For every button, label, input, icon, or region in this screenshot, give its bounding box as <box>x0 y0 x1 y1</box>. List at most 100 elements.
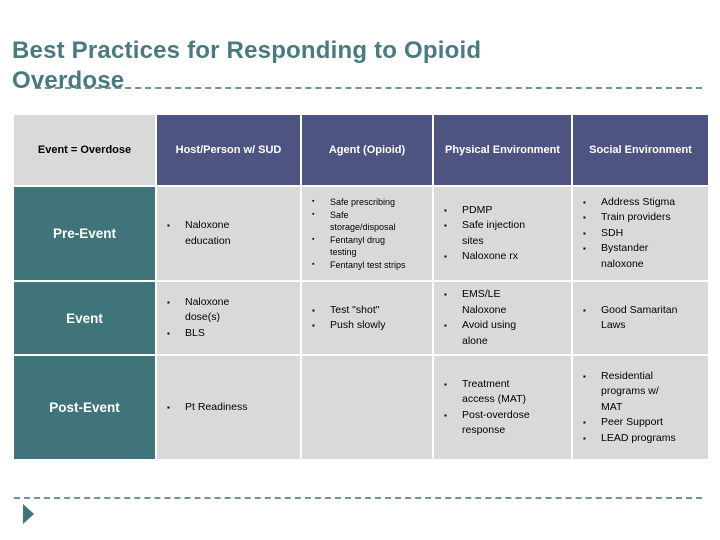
bullet-item: ▪ EMS/LE Naloxone <box>442 287 569 318</box>
square-bullet-icon: ▪ <box>312 305 315 315</box>
bullet-text: Naloxone education <box>185 219 231 247</box>
bullet-text: Treatment access (MAT) <box>462 377 526 406</box>
row-header-event: Event <box>14 282 155 354</box>
bullet-item: ▪ Push slowly <box>310 318 430 334</box>
cell-post-event-social: ▪ Residential programs w/ MAT ▪ Peer Suppor… <box>573 356 708 459</box>
cell-event-host: ▪ Naloxone dose(s) ▪ BLS <box>157 282 300 354</box>
square-bullet-icon: ▪ <box>167 221 170 230</box>
slide-title: Best Practices for Responding to Opioid … <box>12 37 482 94</box>
bullet-item: ▪ SDH <box>581 226 706 242</box>
bullet-text: Safe injection sites <box>462 219 526 247</box>
bullet-text: Fentanyl drug testing <box>330 234 386 258</box>
cell-pre-event-physical: ▪ PDMP ▪ Safe injection sites ▪ Naloxone rx <box>434 187 571 280</box>
bullet-item: ▪ Avoid using alone <box>442 318 569 349</box>
bullet-text: Good Samaritan Laws <box>601 303 678 332</box>
bullet-text: Peer Support <box>601 416 663 429</box>
square-bullet-icon: ▪ <box>444 379 447 389</box>
square-bullet-icon: ▪ <box>167 402 170 412</box>
header-cell-physical-environment: Physical Environment <box>434 115 571 185</box>
row-header-pre-event: Pre-Event <box>14 187 155 280</box>
bullet-text: EMS/LE Naloxone <box>462 288 507 316</box>
bullet-item: ▪ Safe storage/disposal <box>310 209 430 234</box>
bullet-text: Post-overdose response <box>462 408 530 437</box>
square-bullet-icon: ▪ <box>444 205 447 215</box>
square-bullet-icon: ▪ <box>444 410 447 420</box>
square-bullet-icon: ▪ <box>583 213 586 223</box>
cell-post-event-physical: ▪ Treatment access (MAT) ▪ Post-overdose re… <box>434 356 571 459</box>
cell-post-event-agent <box>302 356 432 459</box>
bullet-text: PDMP <box>462 203 493 216</box>
square-bullet-icon: ▪ <box>583 418 586 428</box>
bullet-item: ▪ Naloxone rx <box>442 249 569 265</box>
square-bullet-icon: ▪ <box>583 433 586 443</box>
bullet-text: BLS <box>185 326 205 339</box>
square-bullet-icon: ▪ <box>167 297 170 307</box>
square-bullet-icon: ▪ <box>312 260 315 268</box>
bullet-item: ▪ Safe injection sites <box>442 218 569 249</box>
header-cell-host: Host/Person w/ SUD <box>157 115 300 185</box>
bullet-item: ▪ LEAD programs <box>581 431 706 447</box>
cell-event-physical: ▪ EMS/LE Naloxone ▪ Avoid using alone <box>434 282 571 354</box>
bullet-text: Safe prescribing <box>330 197 396 207</box>
cell-event-social: ▪ Good Samaritan Laws <box>573 282 708 354</box>
bullet-item: ▪ Naloxone dose(s) <box>165 295 298 326</box>
bullet-item: ▪ Peer Support <box>581 415 706 431</box>
header-cell-social-environment: Social Environment <box>573 115 708 185</box>
bullet-text: Train providers <box>601 211 671 224</box>
cell-pre-event-social: ▪ Address Stigma ▪ Train providers ▪ SDH ▪ Byst… <box>573 187 708 280</box>
square-bullet-icon: ▪ <box>583 197 586 207</box>
bullet-text: Bystander naloxone <box>601 242 649 270</box>
bullet-text: Fentanyl test strips <box>330 259 406 270</box>
square-bullet-icon: ▪ <box>583 244 586 254</box>
bullet-text: Test "shot" <box>330 303 380 316</box>
cell-event-agent: ▪ Test "shot" ▪ Push slowly <box>302 282 432 354</box>
row-header-post-event: Post-Event <box>14 356 155 459</box>
title-divider-dashed-line <box>35 87 702 89</box>
square-bullet-icon: ▪ <box>312 198 315 205</box>
bullet-item: ▪ Fentanyl test strips <box>310 259 430 272</box>
bullet-item: ▪ Test "shot" <box>310 303 430 319</box>
arrow-icon <box>23 504 34 524</box>
bullet-item: ▪ Address Stigma <box>581 195 706 211</box>
square-bullet-icon: ▪ <box>444 221 447 230</box>
bullet-text: Safe storage/disposal <box>330 209 396 233</box>
bullet-text: Address Stigma <box>601 195 676 208</box>
bullet-item: ▪ Pt Readiness <box>165 400 298 416</box>
square-bullet-icon: ▪ <box>583 371 586 381</box>
square-bullet-icon: ▪ <box>167 328 170 338</box>
cell-pre-event-agent: ▪ Safe prescribing ▪ Safe storage/disposal ▪… <box>302 187 432 280</box>
square-bullet-icon: ▪ <box>444 252 447 261</box>
cell-post-event-host: ▪ Pt Readiness <box>157 356 300 459</box>
bullet-text: SDH <box>601 226 624 239</box>
bullet-text: Avoid using alone <box>462 319 517 347</box>
bullet-text: Naloxone rx <box>462 250 519 262</box>
bullet-text: Pt Readiness <box>185 400 248 413</box>
bullet-text: LEAD programs <box>601 431 676 444</box>
bullet-item: ▪ PDMP <box>442 203 569 219</box>
bullet-text: Residential programs w/ MAT <box>601 369 659 413</box>
bullet-item: ▪ Fentanyl drug testing <box>310 234 430 259</box>
bullet-item: ▪ Train providers <box>581 210 706 226</box>
bullet-text: Naloxone dose(s) <box>185 295 230 324</box>
phase-table: Event = Overdose Host/Person w/ SUD Agen… <box>14 115 708 459</box>
header-cell-agent: Agent (Opioid) <box>302 115 432 185</box>
cell-pre-event-host: ▪ Naloxone education <box>157 187 300 280</box>
bullet-item: ▪ Treatment access (MAT) <box>442 377 569 408</box>
square-bullet-icon: ▪ <box>444 321 447 330</box>
bullet-item: ▪ Residential programs w/ MAT <box>581 369 706 416</box>
bullet-item: ▪ Good Samaritan Laws <box>581 303 706 334</box>
footer-divider-dashed-line <box>14 497 702 499</box>
square-bullet-icon: ▪ <box>312 235 315 243</box>
bullet-item: ▪ Post-overdose response <box>442 408 569 439</box>
header-cell-event: Event = Overdose <box>14 115 155 185</box>
bullet-item: ▪ Safe prescribing <box>310 196 430 209</box>
bullet-item: ▪ BLS <box>165 326 298 342</box>
square-bullet-icon: ▪ <box>583 305 586 315</box>
square-bullet-icon: ▪ <box>312 210 315 218</box>
bullet-text: Push slowly <box>330 319 386 331</box>
square-bullet-icon: ▪ <box>312 321 315 330</box>
square-bullet-icon: ▪ <box>444 290 447 299</box>
square-bullet-icon: ▪ <box>583 228 586 238</box>
bullet-item: ▪ Bystander naloxone <box>581 241 706 272</box>
